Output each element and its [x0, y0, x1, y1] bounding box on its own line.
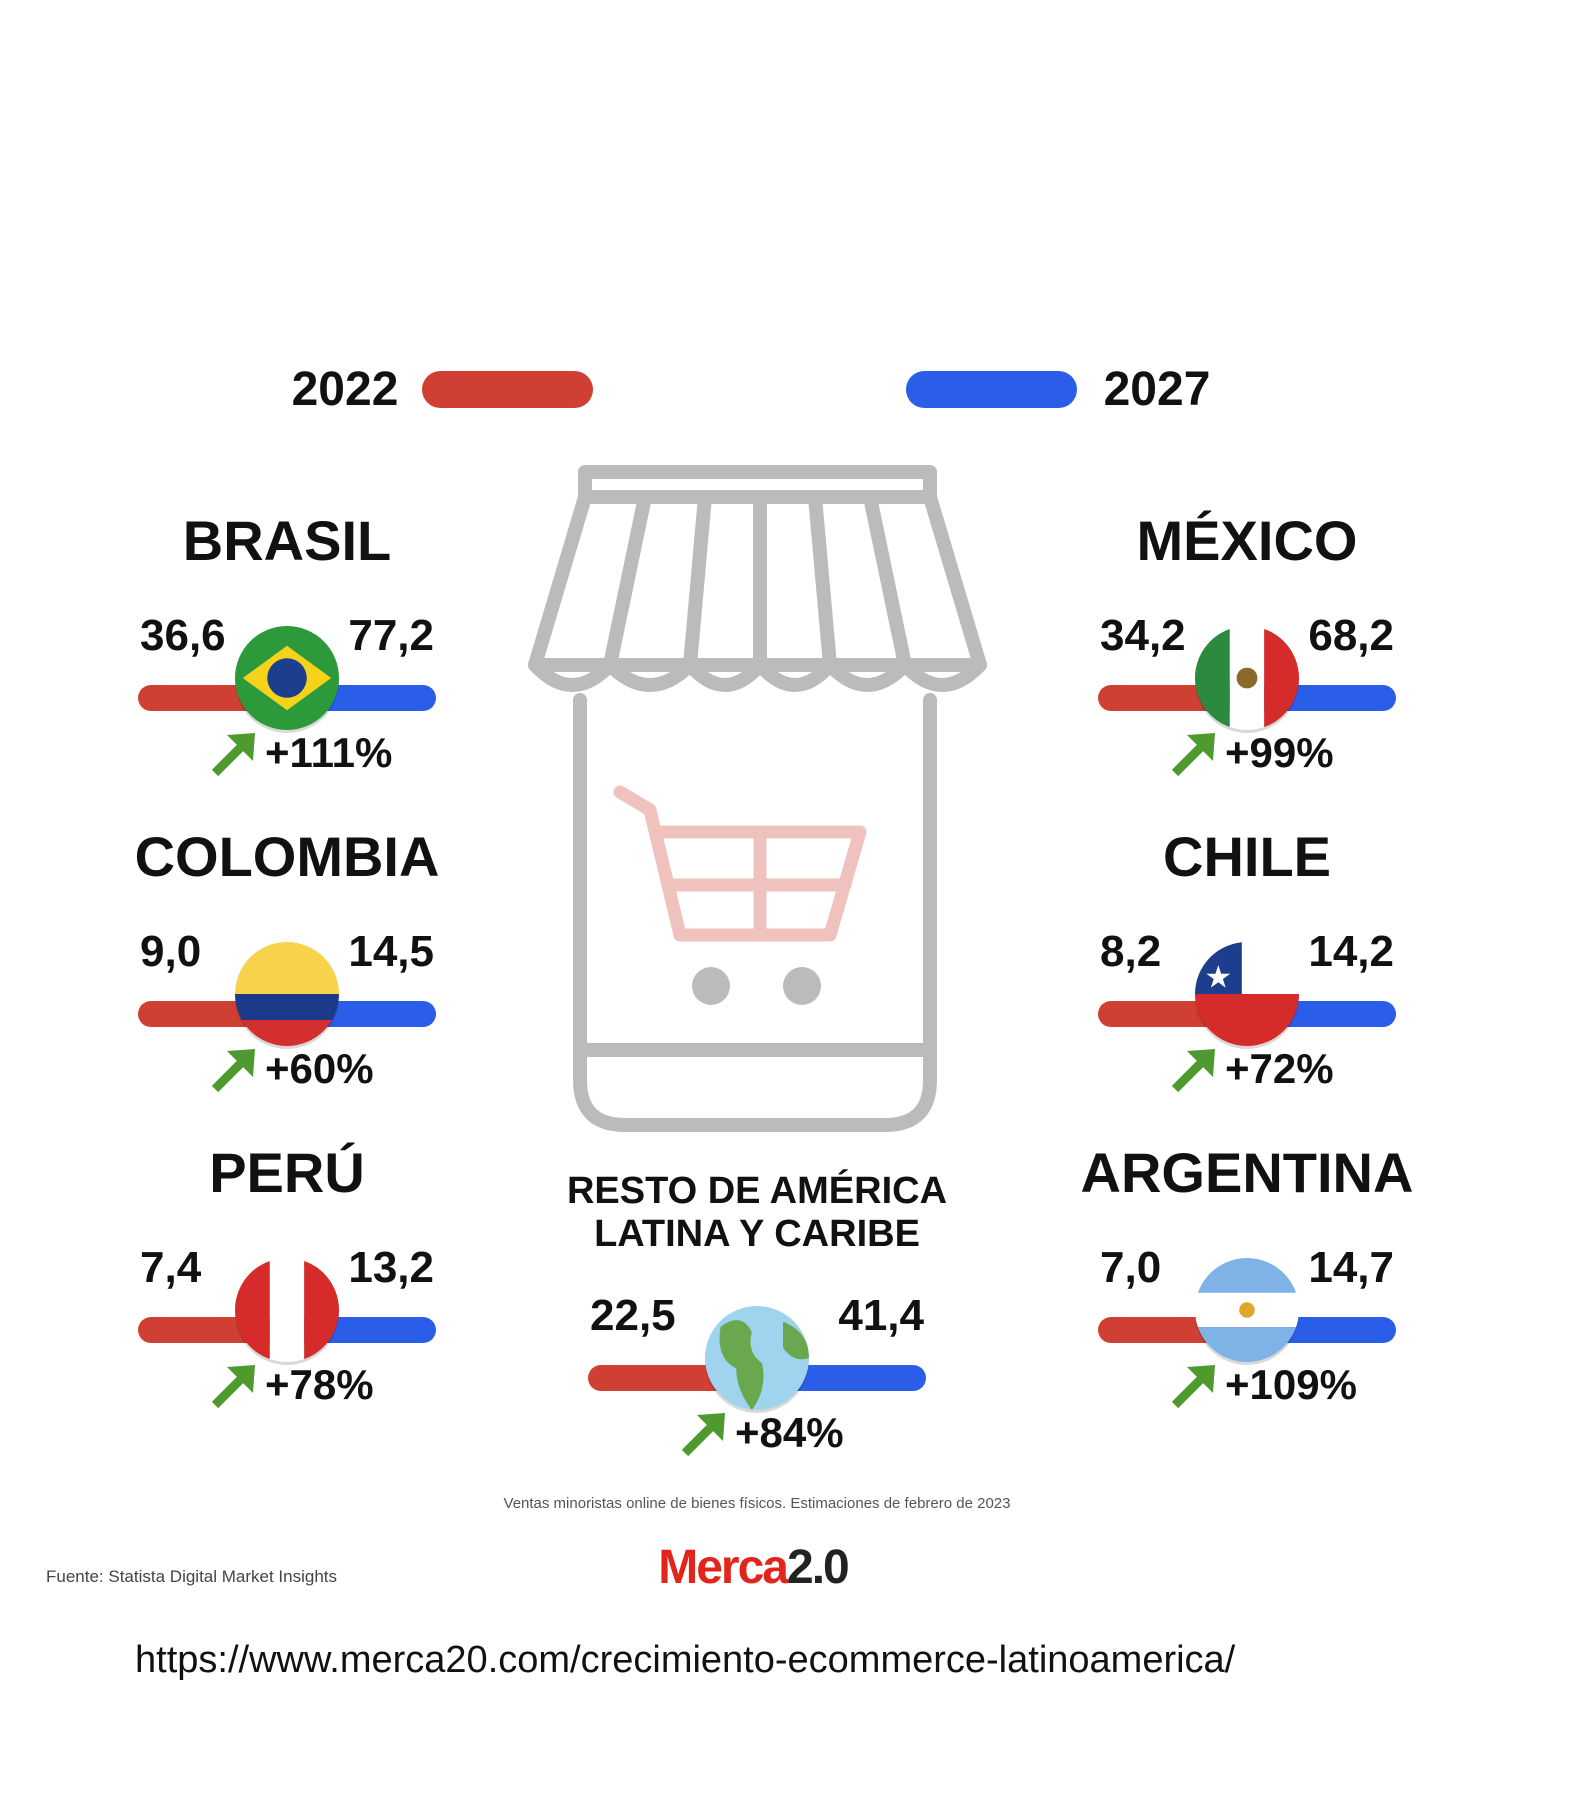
flag [705, 1306, 809, 1410]
flag [235, 1258, 339, 1362]
value-2022: 22,5 [590, 1291, 676, 1340]
cart-wheel [783, 967, 821, 1005]
value-2022: 8,2 [1100, 927, 1161, 976]
flag: ★ [1195, 942, 1299, 1046]
legend-2022: 2022 [292, 363, 399, 416]
change: +99% [1225, 729, 1334, 776]
value-2022: 34,2 [1100, 611, 1186, 660]
flag-stripe [1195, 1327, 1299, 1362]
value-2027: 41,4 [838, 1291, 924, 1340]
change: +72% [1225, 1045, 1334, 1092]
flag-disc [267, 658, 307, 698]
value-2027: 13,2 [348, 1243, 434, 1292]
legend-2027: 2027 [1104, 363, 1211, 416]
flag [235, 942, 339, 1046]
country-name: PERÚ [209, 1141, 365, 1204]
flag [1195, 626, 1299, 730]
value-2022: 9,0 [140, 927, 201, 976]
change: +84% [735, 1409, 844, 1456]
change: +109% [1225, 1361, 1357, 1408]
flag-emblem [1236, 667, 1258, 689]
flag-stripe [235, 1258, 270, 1362]
value-2027: 14,7 [1308, 1243, 1394, 1292]
flag [235, 626, 339, 730]
country-name: COLOMBIA [135, 825, 440, 888]
logo: Merca2.0 [658, 1541, 848, 1594]
rest-name: LATINA Y CARIBE [594, 1213, 920, 1255]
country-name: MÉXICO [1137, 509, 1358, 572]
flag-stripe [304, 1258, 339, 1362]
growth-arrow-head [227, 1365, 255, 1393]
shop-icon [528, 465, 987, 1132]
value-2027: 14,5 [348, 927, 434, 976]
value-2022: 7,4 [140, 1243, 202, 1292]
growth-arrow-head [1187, 1365, 1215, 1393]
source: Fuente: Statista Digital Market Insights [46, 1567, 337, 1586]
change: +60% [265, 1045, 374, 1092]
url: https://www.merca20.com/crecimiento-ecom… [135, 1639, 1236, 1681]
flag [1195, 1258, 1299, 1362]
flag-stripe [235, 942, 339, 994]
value-2027: 14,2 [1308, 927, 1394, 976]
logo-part: Merca [658, 1541, 789, 1594]
growth-arrow-head [227, 733, 255, 761]
country-name: BRASIL [183, 509, 391, 572]
change: +111% [265, 729, 392, 776]
globe-land [783, 1321, 809, 1360]
logo-part: 2.0 [787, 1541, 848, 1594]
value-2027: 77,2 [348, 611, 434, 660]
country-name: CHILE [1163, 825, 1331, 888]
flag-sun [1239, 1302, 1255, 1318]
globe-land [719, 1320, 764, 1410]
cart-wheel [692, 967, 730, 1005]
flag-stripe [269, 1258, 305, 1362]
legend-red-bar [422, 371, 593, 408]
growth-arrow-head [697, 1413, 725, 1441]
cart-icon [613, 785, 867, 942]
flag-stripe [1195, 1258, 1299, 1293]
growth-arrow-head [1187, 1049, 1215, 1077]
rest-name: RESTO DE AMÉRICA [567, 1168, 947, 1212]
flag-stripe [235, 994, 339, 1020]
flag-stripe [1195, 994, 1299, 1046]
footnote: Ventas minoristas online de bienes físic… [504, 1495, 1011, 1512]
flag-star: ★ [1204, 960, 1232, 995]
flag-stripe [1195, 626, 1230, 730]
value-2027: 68,2 [1308, 611, 1394, 660]
growth-arrow-head [1187, 733, 1215, 761]
change: +78% [265, 1361, 374, 1408]
growth-arrow-head [227, 1049, 255, 1077]
value-2022: 7,0 [1100, 1243, 1161, 1292]
country-name: ARGENTINA [1081, 1141, 1414, 1204]
value-2022: 36,6 [140, 611, 226, 660]
legend-blue-bar [906, 371, 1077, 408]
flag-stripe [1264, 626, 1299, 730]
